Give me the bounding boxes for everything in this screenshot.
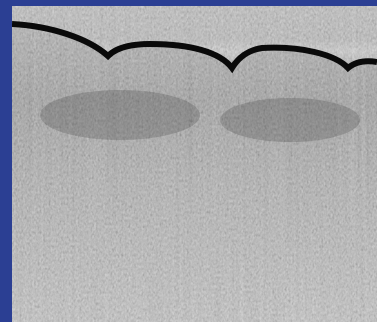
dark-band [40, 90, 200, 140]
dark-band [220, 98, 360, 142]
scan-image [12, 6, 377, 322]
speckle [12, 6, 377, 322]
surface-line [12, 21, 377, 74]
